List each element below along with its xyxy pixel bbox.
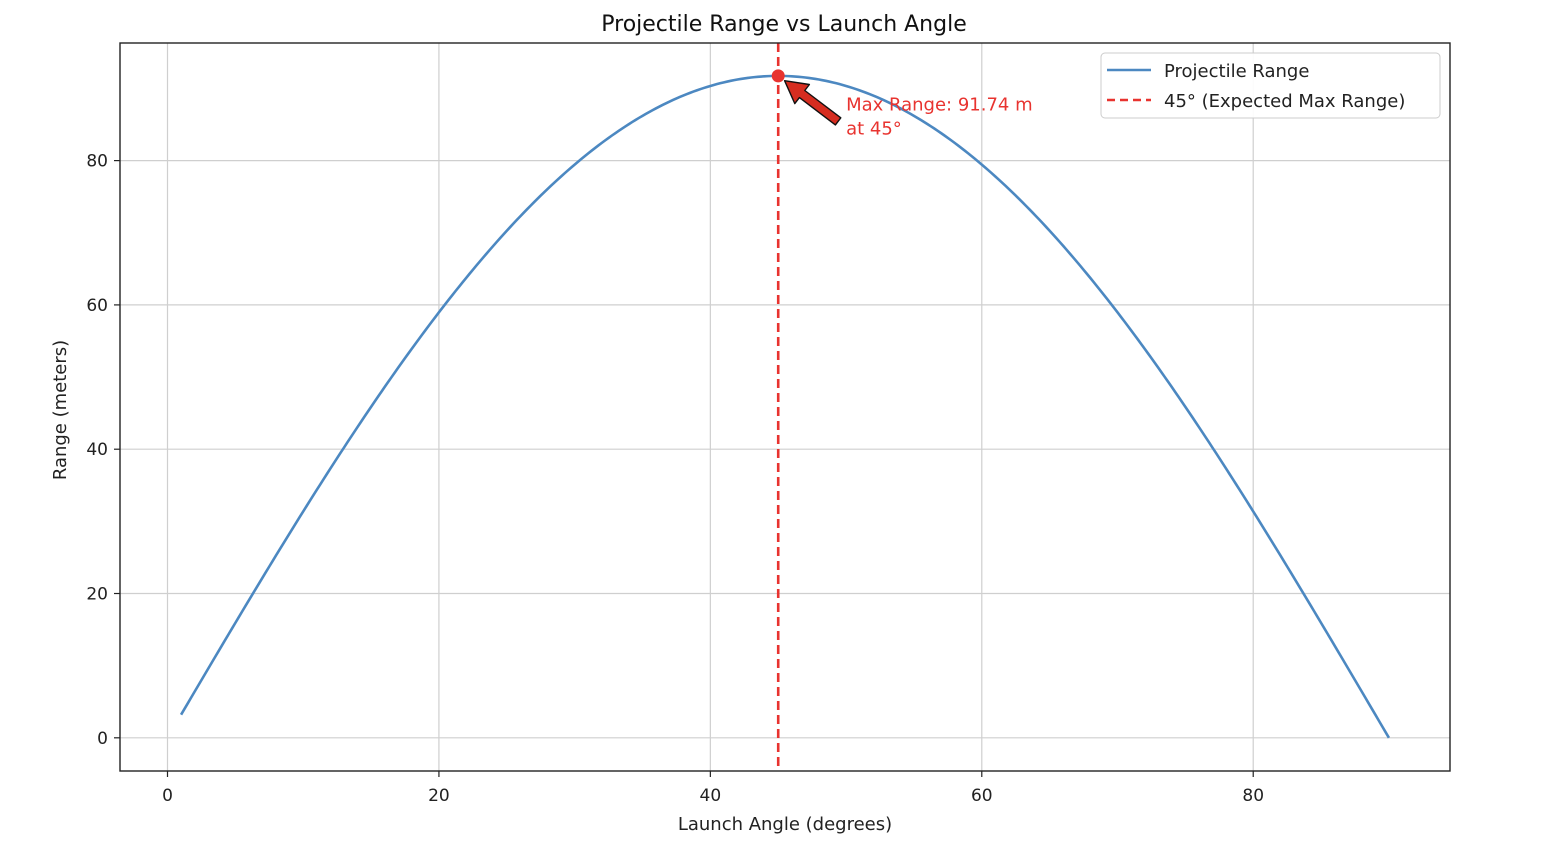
y-tick-label: 20	[86, 585, 108, 605]
legend-label-projectile-range: Projectile Range	[1164, 61, 1309, 82]
y-tick-label: 80	[86, 152, 108, 172]
annotation-text-line: Max Range: 91.74 m	[846, 94, 1033, 115]
series-line-projectile-range	[179, 74, 1391, 739]
x-tick-label: 0	[162, 786, 173, 806]
x-tick-label: 80	[1242, 786, 1264, 806]
legend-box	[1100, 52, 1441, 119]
chart-title: Projectile Range vs Launch Angle	[601, 12, 966, 37]
plot-frame	[119, 42, 1451, 772]
annotation-text-line: at 45°	[846, 118, 902, 139]
axis-ticks: 0 20 40 60 80 0 20 40 60 80	[86, 152, 1264, 806]
x-tick-label: 20	[428, 786, 450, 806]
y-tick-label: 0	[97, 729, 108, 749]
y-tick-label: 60	[86, 296, 108, 316]
plot-area	[120, 43, 1450, 771]
x-tick-label: 60	[971, 786, 993, 806]
x-tick-label: 40	[700, 786, 722, 806]
x-axis-label: Launch Angle (degrees)	[678, 814, 892, 835]
max-range-point	[771, 69, 785, 83]
y-axis-label: Range (meters)	[50, 340, 71, 480]
legend-label-expected-max: 45° (Expected Max Range)	[1164, 91, 1405, 112]
annotation-arrow	[783, 79, 842, 126]
legend: Projectile Range 45° (Expected Max Range…	[1100, 52, 1441, 119]
series-layer: Max Range: 91.74 m at 45°	[179, 43, 1391, 771]
y-tick-label: 40	[86, 440, 108, 460]
